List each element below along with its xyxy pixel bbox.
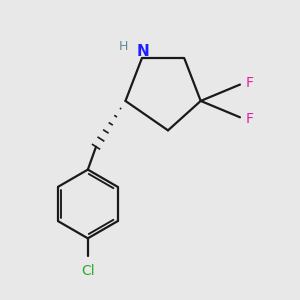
Text: Cl: Cl <box>81 263 95 278</box>
Text: H: H <box>119 40 128 53</box>
Text: F: F <box>246 112 254 126</box>
Text: F: F <box>246 76 254 90</box>
Text: N: N <box>137 44 150 59</box>
